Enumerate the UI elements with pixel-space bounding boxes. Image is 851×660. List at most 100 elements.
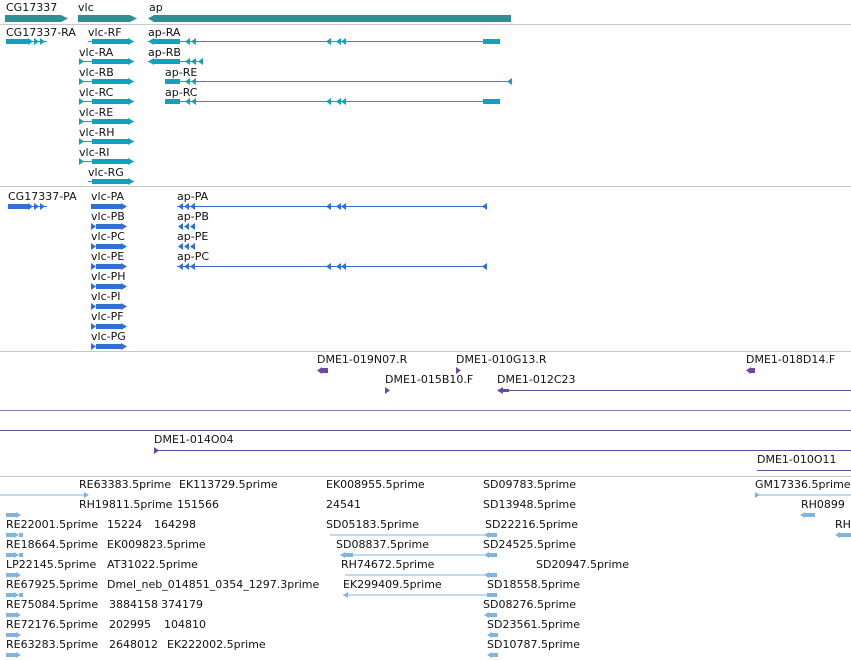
protein-glyph-ap-pe[interactable] xyxy=(178,243,195,250)
est-label: GM17336.5prime xyxy=(755,478,851,491)
transcript-label-vlc-re: vlc-RE xyxy=(79,106,114,119)
est-glyph[interactable] xyxy=(487,632,498,638)
transcript-glyph-vlc-re[interactable] xyxy=(79,118,134,125)
transcript-label-vlc-rf: vlc-RF xyxy=(88,26,122,39)
est-label: 151566 xyxy=(177,498,219,511)
est-glyph[interactable] xyxy=(345,572,497,578)
clone-glyph-dme1-010g13-r[interactable] xyxy=(456,367,461,374)
clone-glyph-dme1-018d14-f[interactable] xyxy=(746,367,755,374)
transcript-label-ap-rc: ap-RC xyxy=(165,86,198,99)
est-glyph[interactable] xyxy=(6,532,23,538)
gene-glyph-ap[interactable] xyxy=(148,15,511,22)
est-glyph[interactable] xyxy=(487,652,498,658)
protein-glyph-cg17337-pa[interactable] xyxy=(8,203,47,210)
est-glyph[interactable] xyxy=(6,572,21,578)
est-label: SD09783.5prime xyxy=(483,478,576,491)
protein-glyphs xyxy=(8,203,487,350)
clone-track: DME1-019N07.R DME1-010G13.R DME1-018D14.… xyxy=(0,352,851,476)
transcript-glyph-vlc-ra[interactable] xyxy=(79,58,134,65)
transcript-glyph-ap-rc[interactable] xyxy=(165,98,500,105)
transcript-label-vlc-ra: vlc-RA xyxy=(79,46,114,59)
est-glyph[interactable] xyxy=(6,552,23,558)
est-label: SD08276.5prime xyxy=(483,598,576,611)
est-glyph[interactable] xyxy=(6,592,23,598)
gene-glyphs xyxy=(5,15,511,22)
clone-glyph-dme1-012c23[interactable] xyxy=(497,387,851,394)
est-label: SD24525.5prime xyxy=(483,538,576,551)
est-label: 3884158 xyxy=(109,598,158,611)
protein-label-vlc-pe: vlc-PE xyxy=(91,250,125,263)
protein-label-ap-pc: ap-PC xyxy=(177,250,210,263)
transcript-glyphs xyxy=(6,38,512,185)
est-glyph[interactable] xyxy=(6,632,21,638)
est-label: 104810 xyxy=(164,618,206,631)
transcript-label-ap-rb: ap-RB xyxy=(148,46,181,59)
protein-label-vlc-pa: vlc-PA xyxy=(91,190,125,203)
transcript-glyph-vlc-rh[interactable] xyxy=(79,138,134,145)
clone-glyph-dme1-019n07-r[interactable] xyxy=(317,367,328,374)
est-glyph[interactable] xyxy=(343,592,497,598)
protein-glyph-vlc-pe[interactable] xyxy=(91,263,127,270)
est-glyph[interactable] xyxy=(755,492,851,498)
clone-glyph-dme1-014o04[interactable] xyxy=(154,447,851,454)
est-glyph[interactable] xyxy=(800,512,815,518)
protein-glyph-ap-pc[interactable] xyxy=(177,263,487,270)
est-label: SD08837.5prime xyxy=(336,538,429,551)
est-glyph[interactable] xyxy=(484,612,497,618)
est-glyph[interactable] xyxy=(835,532,851,538)
protein-glyph-vlc-ph[interactable] xyxy=(91,283,127,290)
est-label: RH19811.5prime xyxy=(79,498,173,511)
protein-label-ap-pa: ap-PA xyxy=(177,190,209,203)
est-glyph[interactable] xyxy=(330,532,497,538)
est-label: Dmel_neb_014851_0354_1297.3prime xyxy=(107,578,320,591)
est-label: 2648012 xyxy=(109,638,158,651)
transcript-glyph-vlc-rc[interactable] xyxy=(79,98,134,105)
protein-glyph-vlc-pb[interactable] xyxy=(91,223,127,230)
protein-glyph-vlc-pg[interactable] xyxy=(91,343,127,350)
transcript-glyph-vlc-rf[interactable] xyxy=(88,38,134,45)
clone-label-dme1-015b10-f: DME1-015B10.F xyxy=(385,373,474,386)
track-separator xyxy=(0,476,851,477)
clone-glyph-dme1-015b10-f[interactable] xyxy=(385,387,390,394)
protein-label-ap-pb: ap-PB xyxy=(177,210,209,223)
est-glyph[interactable] xyxy=(6,512,21,518)
est-label: EK008955.5prime xyxy=(326,478,425,491)
protein-glyph-ap-pa[interactable] xyxy=(177,203,487,210)
transcript-glyph-cg17337-ra[interactable] xyxy=(6,38,47,45)
est-glyph[interactable] xyxy=(340,552,497,558)
gene-glyph-vlc[interactable] xyxy=(78,15,137,22)
track-separator xyxy=(0,24,851,25)
transcript-label-ap-re: ap-RE xyxy=(165,66,198,79)
transcript-glyph-ap-ra[interactable] xyxy=(148,38,500,45)
protein-glyph-vlc-pf[interactable] xyxy=(91,323,127,330)
gene-label-ap: ap xyxy=(149,1,163,14)
clone-label-dme1-018d14-f: DME1-018D14.F xyxy=(746,353,836,366)
clone-label-dme1-019n07-r: DME1-019N07.R xyxy=(317,353,408,366)
protein-glyph-vlc-pa[interactable] xyxy=(91,203,127,210)
protein-glyph-vlc-pc[interactable] xyxy=(91,243,127,250)
protein-glyph-ap-pb[interactable] xyxy=(178,223,195,230)
est-glyph[interactable] xyxy=(6,612,21,618)
transcript-glyph-vlc-rb[interactable] xyxy=(79,78,134,85)
transcript-label-vlc-rb: vlc-RB xyxy=(79,66,114,79)
est-label: 24541 xyxy=(326,498,361,511)
gene-glyph-cg17337[interactable] xyxy=(5,15,68,22)
transcript-glyph-vlc-rg[interactable] xyxy=(88,178,134,185)
est-glyph[interactable] xyxy=(6,652,21,658)
est-label: SD23561.5prime xyxy=(487,618,580,631)
clone-glyphs xyxy=(0,367,851,471)
transcript-glyph-ap-re[interactable] xyxy=(165,78,512,85)
protein-label-vlc-pb: vlc-PB xyxy=(91,210,125,223)
protein-glyph-vlc-pi[interactable] xyxy=(91,303,127,310)
transcript-label-vlc-ri: vlc-RI xyxy=(79,146,110,159)
protein-label-cg17337-pa: CG17337-PA xyxy=(8,190,77,203)
est-label: 374179 xyxy=(161,598,203,611)
protein-label-vlc-ph: vlc-PH xyxy=(91,270,126,283)
protein-label-vlc-pc: vlc-PC xyxy=(91,230,125,243)
transcript-glyph-vlc-ri[interactable] xyxy=(79,158,134,165)
est-label: RE67925.5prime xyxy=(6,578,99,591)
est-glyph[interactable] xyxy=(0,492,89,498)
transcript-glyph-ap-rb[interactable] xyxy=(148,58,203,65)
protein-track: CG17337-PA vlc-PA vlc-PB vlc-PC vlc-PE v… xyxy=(0,187,851,351)
est-label: SD22216.5prime xyxy=(485,518,578,531)
